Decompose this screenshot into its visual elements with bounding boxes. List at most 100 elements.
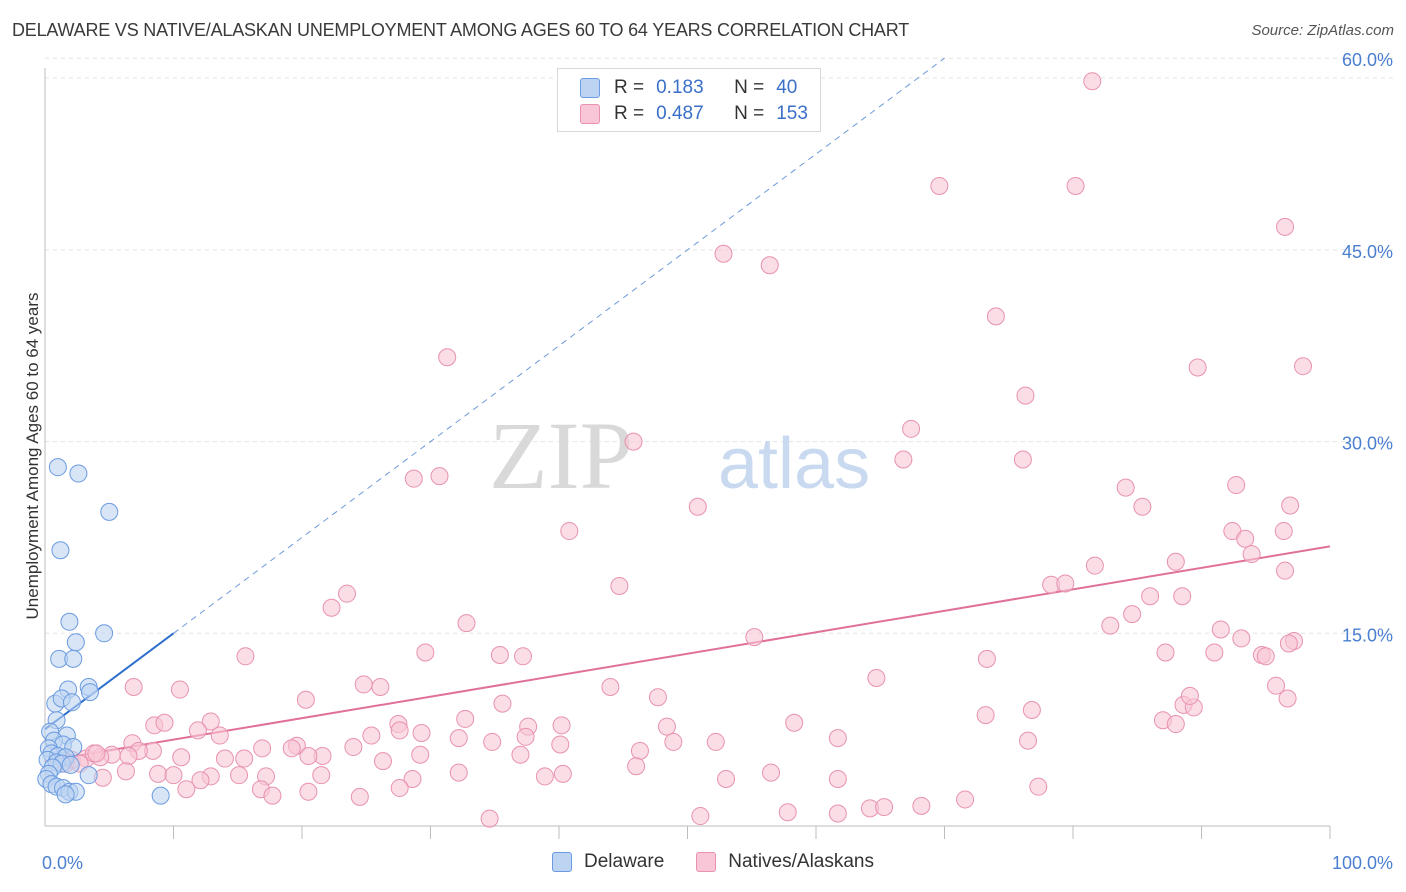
- natives-point: [449, 729, 468, 748]
- natives-point: [1056, 574, 1075, 593]
- natives-point: [411, 745, 430, 764]
- natives-point: [149, 764, 168, 783]
- delaware-point: [151, 786, 170, 805]
- legend-label-natives: Natives/Alaskans: [728, 851, 874, 872]
- natives-point: [155, 713, 174, 732]
- n-value: 153: [776, 103, 808, 124]
- natives-point: [1016, 386, 1035, 405]
- delaware-swatch: [580, 78, 600, 98]
- natives-point: [1083, 72, 1102, 91]
- natives-point: [344, 738, 363, 757]
- natives-point: [551, 735, 570, 754]
- delaware-point: [79, 766, 98, 785]
- natives-point: [1022, 700, 1041, 719]
- natives-point: [930, 177, 949, 195]
- delaware-point: [95, 624, 114, 643]
- natives-point: [456, 709, 475, 728]
- natives-point: [87, 744, 106, 763]
- natives-point: [263, 786, 282, 805]
- natives-point: [116, 762, 135, 781]
- legend-item-natives: Natives/Alaskans: [696, 851, 874, 873]
- natives-point: [322, 598, 341, 617]
- natives-point: [1156, 643, 1175, 662]
- natives-point: [1141, 587, 1160, 606]
- natives-point: [1133, 497, 1152, 516]
- natives-point: [480, 809, 499, 828]
- natives-point: [1166, 715, 1185, 734]
- natives-point: [516, 727, 535, 746]
- natives-point: [1267, 676, 1286, 695]
- natives-point: [760, 256, 779, 275]
- natives-point: [1013, 450, 1032, 469]
- natives-points: [56, 72, 1313, 828]
- natives-point: [778, 803, 797, 822]
- natives-point: [1101, 616, 1120, 635]
- watermark: ZIP atlas: [489, 402, 870, 509]
- r-value: 0.183: [656, 77, 704, 98]
- natives-point: [657, 717, 676, 736]
- natives-point: [514, 647, 533, 666]
- natives-point: [172, 748, 191, 767]
- natives-point: [867, 669, 886, 688]
- watermark-atlas: atlas: [718, 424, 870, 504]
- watermark-zip: ZIP: [489, 402, 633, 509]
- natives-point: [1173, 587, 1192, 606]
- source-credit: Source: ZipAtlas.com: [1251, 22, 1394, 39]
- natives-point: [1236, 529, 1255, 548]
- natives-point: [1116, 478, 1135, 497]
- legend-item-delaware: Delaware: [552, 851, 664, 873]
- natives-point: [986, 307, 1005, 326]
- delaware-point: [51, 541, 70, 560]
- natives-point: [714, 244, 733, 263]
- natives-point: [828, 729, 847, 748]
- natives-point: [560, 522, 579, 541]
- natives-point: [1276, 217, 1295, 236]
- natives-point: [457, 614, 476, 633]
- natives-point: [230, 766, 249, 785]
- y-tick-label: 15.0%: [1342, 625, 1393, 645]
- delaware-point: [66, 633, 85, 652]
- y-tick-label: 45.0%: [1342, 242, 1393, 262]
- tick-labels: 15.0% 30.0% 45.0% 60.0% 0.0% 100.0%: [42, 50, 1393, 873]
- natives-point: [350, 787, 369, 806]
- trend-lines: [44, 57, 1331, 763]
- natives-point: [438, 348, 457, 367]
- natives-point: [894, 450, 913, 469]
- natives-point: [362, 726, 381, 745]
- natives-point: [977, 649, 996, 668]
- natives-point: [337, 584, 356, 603]
- chart-title: DELAWARE VS NATIVE/ALASKAN UNEMPLOYMENT …: [12, 20, 909, 40]
- delaware-points: [37, 458, 170, 805]
- natives-point: [976, 706, 995, 725]
- natives-point: [1232, 629, 1251, 648]
- natives-point: [1276, 561, 1295, 580]
- natives-point: [1227, 476, 1246, 495]
- natives-point: [956, 790, 975, 809]
- series-legend: Delaware Natives/Alaskans: [552, 851, 906, 873]
- natives-point: [390, 778, 409, 797]
- delaware-point: [64, 649, 83, 668]
- natives-point: [648, 688, 667, 707]
- natives-point: [1029, 777, 1048, 796]
- natives-point: [1066, 177, 1085, 195]
- natives-point: [490, 646, 509, 665]
- natives-point: [201, 712, 220, 731]
- natives-point: [430, 467, 449, 486]
- natives-point: [762, 763, 781, 782]
- natives-point: [164, 766, 183, 785]
- natives-point: [299, 746, 318, 765]
- natives-point: [282, 739, 301, 758]
- natives-point: [552, 716, 571, 735]
- delaware-point: [62, 693, 81, 712]
- natives-point: [191, 771, 210, 790]
- natives-point: [371, 677, 390, 696]
- delaware-point: [60, 612, 79, 631]
- x-tick-label: 100.0%: [1332, 853, 1393, 873]
- natives-point: [416, 643, 435, 662]
- natives-point: [610, 577, 629, 596]
- natives-point: [1274, 522, 1293, 541]
- natives-point: [124, 677, 143, 696]
- r-label: R =: [614, 77, 645, 98]
- natives-point: [1256, 647, 1275, 666]
